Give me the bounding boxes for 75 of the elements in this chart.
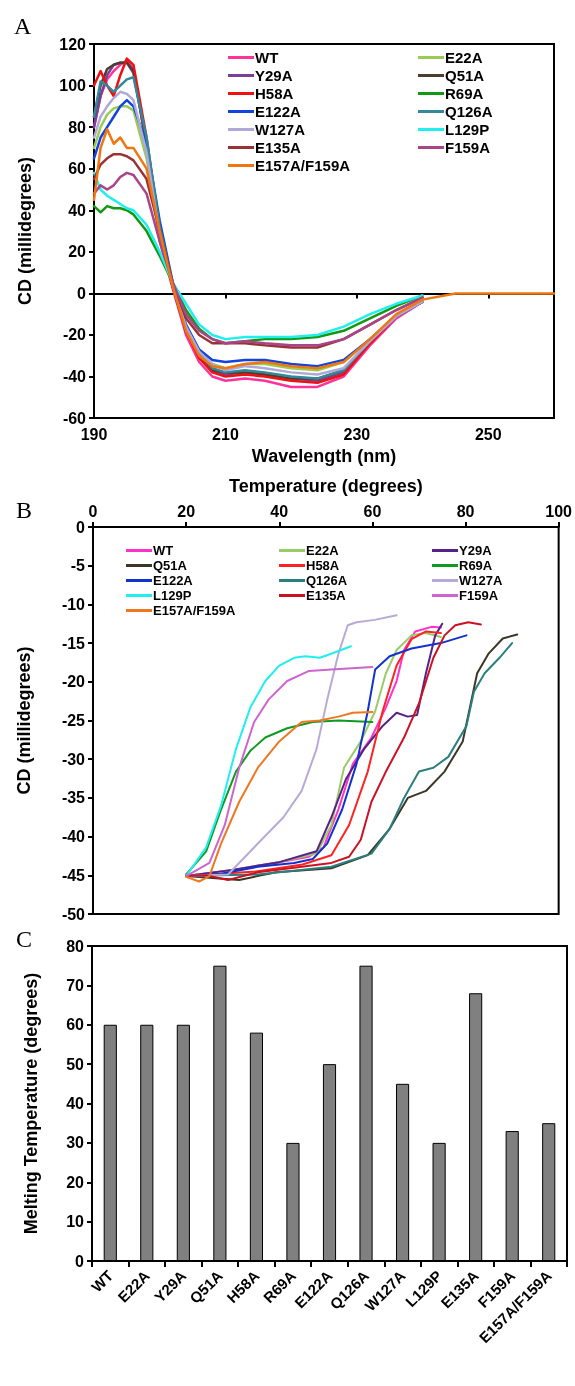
x-tick-label: 230 (343, 425, 371, 443)
y-tick-label: 20 (68, 243, 87, 261)
x-tick-label: 100 (545, 502, 573, 520)
legend-label: Q126A (445, 103, 493, 120)
y-tick-label: 20 (66, 1173, 85, 1191)
text: A (14, 13, 32, 39)
legend-label: Q126A (306, 573, 348, 588)
legend-label: E135A (306, 588, 347, 603)
legend-label: E135A (255, 139, 302, 156)
y-tick-label: -5 (70, 557, 86, 575)
y-tick-label: -25 (61, 712, 86, 729)
legend-label: E122A (255, 103, 302, 120)
y-tick-label: -35 (61, 789, 86, 807)
text: B (16, 497, 33, 523)
x-tick-label: 40 (270, 502, 289, 520)
legend-label: E157A/F159A (255, 157, 351, 174)
x-axis-title: Temperature (degrees) (228, 476, 423, 496)
legend-label: F159A (445, 139, 491, 156)
y-tick-label: -20 (62, 326, 87, 344)
legend-label: W127A (255, 121, 306, 138)
y-tick-label: 40 (66, 1095, 85, 1112)
legend-label: W127A (459, 573, 503, 588)
y-tick-label: -40 (61, 828, 86, 846)
y-tick-label: 0 (76, 518, 86, 536)
y-axis-title: CD (millidegrees) (14, 646, 34, 795)
legend-label: Q51A (153, 558, 188, 573)
x-tick-label: 210 (212, 425, 239, 443)
y-tick-label: -60 (62, 409, 87, 427)
y-tick-label: 120 (59, 35, 87, 53)
y-tick-label: 60 (68, 160, 87, 178)
legend-label: L129P (445, 121, 490, 138)
x-axis-title: Wavelength (nm) (251, 446, 397, 466)
y-tick-label: -15 (61, 634, 86, 652)
legend-label: E122A (153, 573, 194, 588)
legend-label: Q51A (445, 67, 485, 84)
y-tick-label: 0 (77, 284, 87, 302)
x-tick-label: 20 (177, 502, 196, 520)
y-tick-label: 30 (66, 1134, 85, 1152)
legend-label: E22A (445, 49, 483, 66)
y-tick-label: -30 (61, 750, 86, 768)
x-tick-label: 190 (80, 425, 108, 443)
legend-label: WT (255, 49, 279, 66)
y-axis-title: Melting Temperature (degrees) (21, 972, 41, 1235)
y-tick-label: 100 (59, 77, 87, 95)
legend-label: WT (153, 543, 174, 558)
y-axis-title: CD (millidegrees) (15, 157, 35, 306)
y-tick-label: 50 (66, 1055, 85, 1073)
legend-label: E157A/F159A (153, 603, 236, 618)
x-tick-label: 250 (474, 425, 502, 443)
y-tick-label: 70 (66, 976, 85, 994)
x-tick-label: WT (87, 1266, 117, 1296)
legend-label: Y29A (255, 67, 293, 84)
y-tick-label: -10 (61, 595, 86, 613)
y-tick-label: 0 (75, 1252, 85, 1270)
x-tick-label: 0 (88, 502, 98, 520)
y-tick-label: -45 (61, 866, 86, 884)
legend-label: Y29A (459, 543, 493, 558)
legend-label: H58A (306, 558, 340, 573)
x-tick-label: 80 (456, 502, 475, 520)
y-tick-label: 80 (66, 937, 85, 955)
text: C (16, 926, 33, 952)
y-tick-label: 10 (66, 1213, 85, 1231)
y-tick-label: -20 (61, 673, 86, 691)
y-tick-label: 60 (66, 1016, 85, 1034)
legend-label: H58A (255, 85, 294, 102)
legend-label: E22A (306, 543, 340, 558)
legend-label: R69A (459, 558, 493, 573)
legend-label: L129P (153, 588, 192, 603)
x-tick-label: 60 (363, 502, 382, 520)
y-tick-label: 40 (68, 201, 87, 219)
legend-label: R69A (445, 85, 484, 102)
y-tick-label: 80 (68, 118, 87, 136)
y-tick-label: -40 (62, 368, 87, 386)
y-tick-label: -50 (61, 905, 86, 923)
legend-label: F159A (459, 588, 499, 603)
